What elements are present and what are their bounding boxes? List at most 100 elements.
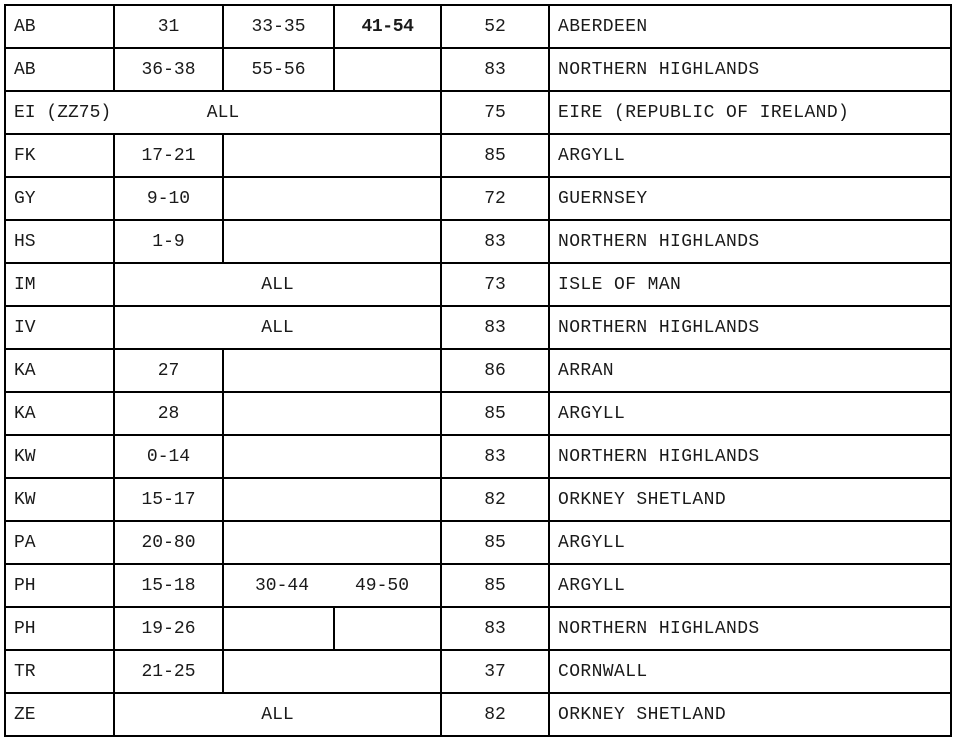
table-row: TR 21-25 37 CORNWALL	[4, 649, 952, 694]
cell-range-all: ALL	[113, 305, 442, 350]
cell-range-3	[333, 606, 442, 651]
cell-prefix: PA	[4, 520, 115, 565]
cell-range-1-text: 15-18	[141, 575, 196, 596]
cell-prefix-text: AB	[14, 59, 36, 80]
cell-zone-description: NORTHERN HIGHLANDS	[548, 606, 952, 651]
cell-zone-description: NORTHERN HIGHLANDS	[548, 47, 952, 92]
cell-zone-description: ARGYLL	[548, 563, 952, 608]
cell-range-1-text: 1-9	[152, 231, 185, 252]
cell-range-empty	[222, 477, 442, 522]
postcode-zone-table-container: AB 31 33-35 41-54 52 ABERDEEN AB 36-38 55-56 83 NO…	[4, 4, 952, 737]
cell-zone-number-text: 72	[484, 188, 506, 209]
cell-zone-description-text: ORKNEY SHETLAND	[558, 489, 727, 510]
cell-range-1-text: 21-25	[141, 661, 196, 682]
cell-range-empty-text	[232, 652, 432, 691]
cell-prefix-text: GY	[14, 188, 36, 209]
cell-zone-description: GUERNSEY	[548, 176, 952, 221]
cell-range-3-highlighted-text: 41-54	[361, 16, 414, 37]
cell-zone-number: 73	[440, 262, 550, 307]
cell-prefix-text: HS	[14, 231, 36, 252]
cell-zone-number: 82	[440, 477, 550, 522]
table-row: KA 27 86 ARRAN	[4, 348, 952, 393]
cell-prefix-text: PA	[14, 532, 36, 553]
cell-range-3-highlighted[interactable]: 41-54	[333, 4, 442, 49]
cell-prefix-text: IV	[14, 317, 36, 338]
cell-zone-description: CORNWALL	[548, 649, 952, 694]
cell-zone-number: 86	[440, 348, 550, 393]
cell-zone-number-text: 83	[484, 59, 506, 80]
cell-range-2: 30-44	[254, 575, 309, 596]
cell-zone-number: 83	[440, 305, 550, 350]
table-row: AB 36-38 55-56 83 NORTHERN HIGHLANDS	[4, 47, 952, 92]
cell-zone-description-text: CORNWALL	[558, 661, 648, 682]
cell-zone-number-text: 85	[484, 403, 506, 424]
cell-zone-number-text: 85	[484, 532, 506, 553]
cell-range-1-text: 9-10	[146, 188, 191, 209]
cell-zone-number: 85	[440, 133, 550, 178]
cell-prefix-text: PH	[14, 575, 36, 596]
cell-zone-number: 85	[440, 563, 550, 608]
cell-prefix: KW	[4, 434, 115, 479]
cell-prefix: PH	[4, 563, 115, 608]
cell-range-3	[333, 47, 442, 92]
cell-zone-number: 83	[440, 606, 550, 651]
cell-zone-description: NORTHERN HIGHLANDS	[548, 305, 952, 350]
table-row: PH 15-18 30-44 49-50 85 ARGYLL	[4, 563, 952, 608]
cell-range-1: 1-9	[113, 219, 224, 264]
cell-prefix-text: FK	[14, 145, 36, 166]
cell-prefix: AB	[4, 4, 115, 49]
cell-zone-number-text: 85	[484, 575, 506, 596]
table-body: AB 31 33-35 41-54 52 ABERDEEN AB 36-38 55-56 83 NO…	[4, 4, 952, 737]
table-row: KW 15-17 82 ORKNEY SHETLAND	[4, 477, 952, 522]
cell-range-1: 36-38	[113, 47, 224, 92]
cell-range-1: 21-25	[113, 649, 224, 694]
cell-range-1-text: 15-17	[141, 489, 196, 510]
cell-zone-description: NORTHERN HIGHLANDS	[548, 434, 952, 479]
cell-prefix-text: KA	[14, 360, 36, 381]
cell-range-empty	[222, 391, 442, 436]
cell-zone-number-text: 83	[484, 231, 506, 252]
cell-prefix-text: AB	[14, 16, 36, 37]
cell-zone-number-text: 75	[484, 102, 506, 123]
table-row: AB 31 33-35 41-54 52 ABERDEEN	[4, 4, 952, 49]
cell-zone-number: 83	[440, 434, 550, 479]
cell-range-2-text	[232, 609, 325, 648]
cell-range-2	[222, 606, 335, 651]
cell-prefix-text: KW	[14, 446, 36, 467]
cell-zone-description-text: NORTHERN HIGHLANDS	[558, 317, 760, 338]
cell-zone-number-text: 83	[484, 618, 506, 639]
cell-zone-number-text: 37	[484, 661, 506, 682]
cell-range-2-text: 33-35	[251, 16, 306, 37]
cell-prefix: TR	[4, 649, 115, 694]
cell-zone-description-text: ABERDEEN	[558, 16, 648, 37]
cell-prefix: GY	[4, 176, 115, 221]
cell-prefix: KA	[4, 391, 115, 436]
cell-zone-number: 82	[440, 692, 550, 737]
cell-range-all: ALL	[113, 262, 442, 307]
cell-range-1-text: 36-38	[141, 59, 196, 80]
cell-zone-description-text: ARGYLL	[558, 575, 626, 596]
cell-range-pair: 30-44 49-50	[222, 563, 442, 608]
cell-range-1: 31	[113, 4, 224, 49]
table-row: PA 20-80 85 ARGYLL	[4, 520, 952, 565]
table-row: GY 9-10 72 GUERNSEY	[4, 176, 952, 221]
cell-zone-description-text: NORTHERN HIGHLANDS	[558, 231, 760, 252]
cell-prefix-text: ZE	[14, 704, 36, 725]
cell-zone-description-text: NORTHERN HIGHLANDS	[558, 59, 760, 80]
table-row: FK 17-21 85 ARGYLL	[4, 133, 952, 178]
cell-range-empty	[222, 520, 442, 565]
cell-range-1: 27	[113, 348, 224, 393]
cell-range-1-text: 17-21	[141, 145, 196, 166]
table-row: KA 28 85 ARGYLL	[4, 391, 952, 436]
cell-prefix: IV	[4, 305, 115, 350]
cell-range-2: 55-56	[222, 47, 335, 92]
cell-zone-number: 83	[440, 219, 550, 264]
cell-zone-description-text: NORTHERN HIGHLANDS	[558, 446, 760, 467]
table-row: IM ALL 73 ISLE OF MAN	[4, 262, 952, 307]
cell-range-all: ALL	[113, 692, 442, 737]
cell-zone-number-text: 73	[484, 274, 506, 295]
cell-zone-description: ARGYLL	[548, 133, 952, 178]
cell-range-all-text: ALL	[261, 317, 294, 338]
cell-range-empty	[222, 219, 442, 264]
cell-range-1: 20-80	[113, 520, 224, 565]
